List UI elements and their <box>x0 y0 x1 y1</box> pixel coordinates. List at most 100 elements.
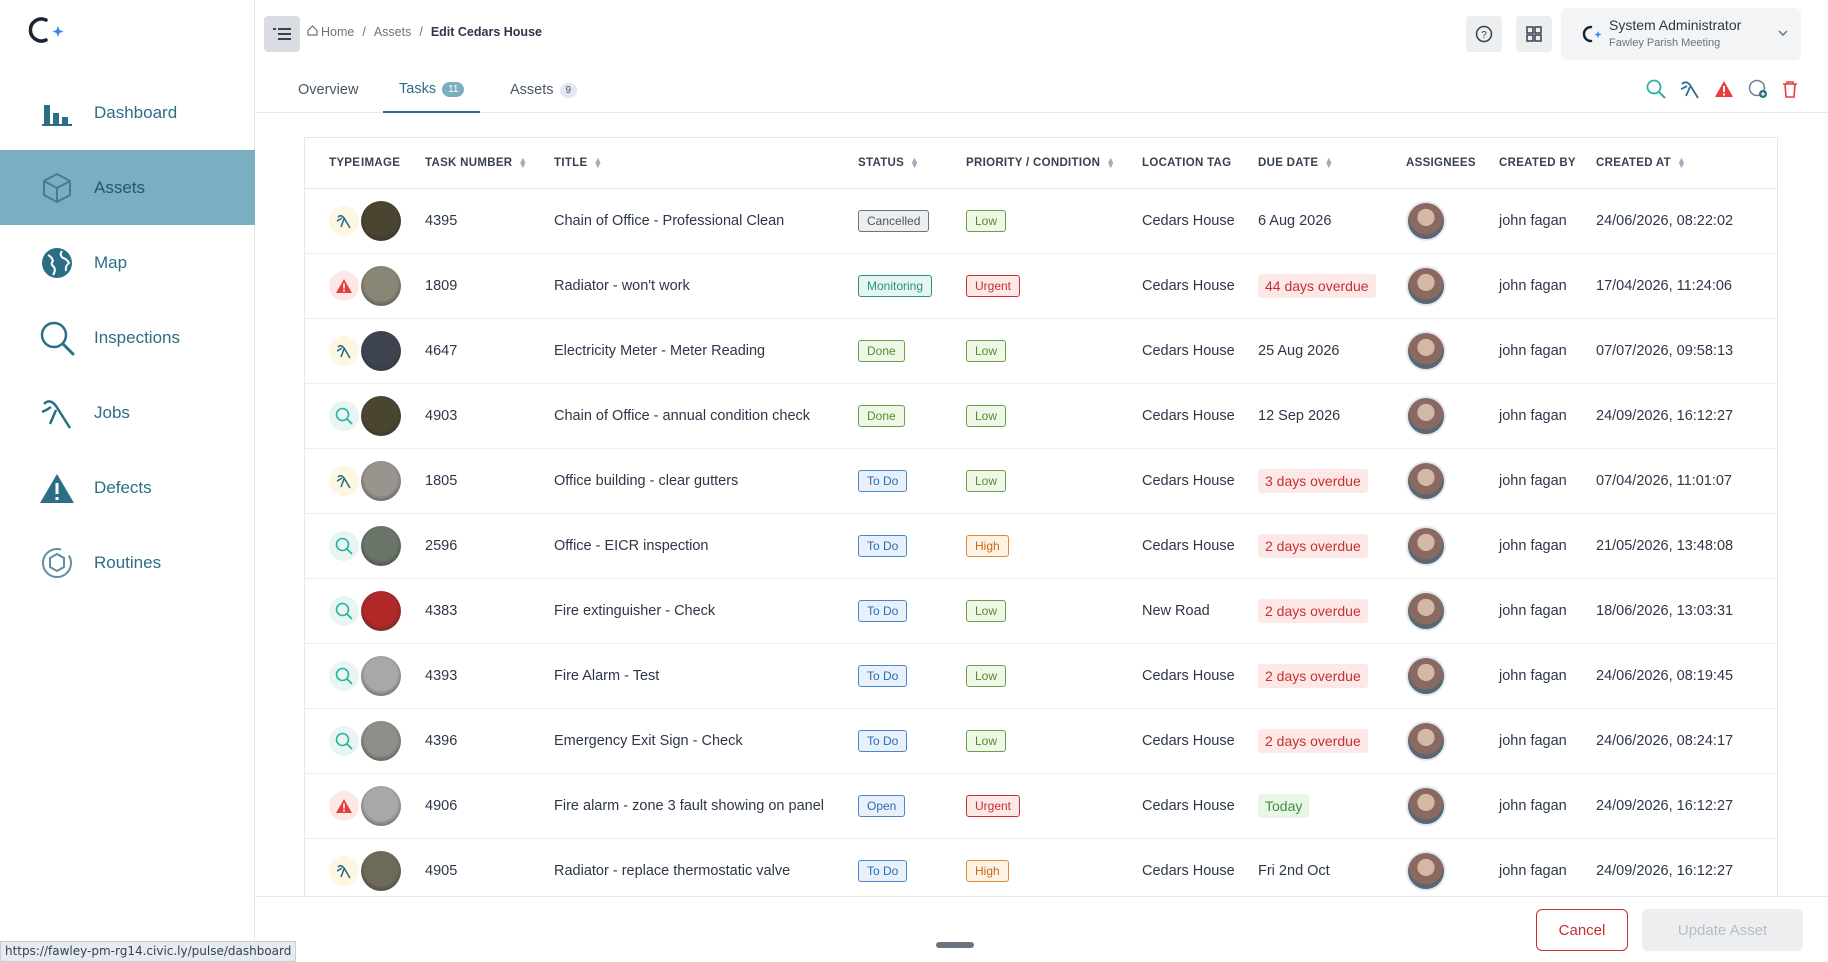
created-at: 24/06/2026, 08:24:17 <box>1596 732 1734 749</box>
task-title[interactable]: Office building - clear gutters <box>554 472 739 489</box>
sidebar-item-defects[interactable]: Defects <box>0 450 255 525</box>
cube-icon <box>38 169 76 207</box>
sidebar-item-routines[interactable]: Routines <box>0 525 255 600</box>
priority-badge: Low <box>966 404 1007 427</box>
due-date-overdue-badge: 2 days overdue <box>1258 728 1368 753</box>
delete-icon[interactable] <box>1782 80 1798 103</box>
task-thumbnail[interactable] <box>361 720 401 761</box>
column-header-status[interactable]: STATUS ▲ ▼ <box>846 138 954 189</box>
sidebar-item-inspections[interactable]: Inspections <box>0 300 255 375</box>
help-button[interactable]: ? <box>1466 16 1502 52</box>
inspection-type-icon <box>329 725 359 756</box>
column-header-image: IMAGE <box>361 138 425 189</box>
task-title[interactable]: Radiator - won't work <box>554 277 690 294</box>
add-routine-icon[interactable] <box>1748 79 1768 104</box>
apps-grid-button[interactable] <box>1516 16 1552 52</box>
column-header-created-at[interactable]: CREATED AT ▲ ▼ <box>1586 138 1777 189</box>
column-header-priority[interactable]: PRIORITY / CONDITION ▲ ▼ <box>954 138 1130 189</box>
task-thumbnail[interactable] <box>361 200 401 241</box>
created-by: john fagan <box>1499 667 1567 684</box>
column-header-location-tag: LOCATION TAG <box>1130 138 1246 189</box>
priority-badge: Low <box>966 339 1007 362</box>
task-thumbnail[interactable] <box>361 395 401 436</box>
task-title[interactable]: Chain of Office - annual condition check <box>554 407 811 424</box>
user-menu[interactable]: System Administrator Fawley Parish Meeti… <box>1561 8 1801 60</box>
sidebar-item-jobs[interactable]: Jobs <box>0 375 255 450</box>
table-row[interactable]: 1809 Radiator - won't work Monitoring Urgen… <box>305 253 1777 319</box>
breadcrumb-home[interactable]: Home <box>321 25 355 39</box>
assignee-avatar[interactable] <box>1406 655 1446 696</box>
due-date-overdue-badge: 2 days overdue <box>1258 533 1368 558</box>
assignee-avatar[interactable] <box>1406 850 1446 891</box>
assignee-avatar[interactable] <box>1406 590 1446 631</box>
task-title[interactable]: Electricity Meter - Meter Reading <box>554 342 766 359</box>
inspection-type-icon <box>329 595 359 626</box>
add-job-icon[interactable] <box>1680 79 1700 104</box>
task-title[interactable]: Emergency Exit Sign - Check <box>554 732 743 749</box>
cancel-button[interactable]: Cancel <box>1536 909 1628 951</box>
task-thumbnail[interactable] <box>361 850 401 891</box>
task-title[interactable]: Fire alarm - zone 3 fault showing on pan… <box>554 797 825 814</box>
table-row[interactable]: 4393 Fire Alarm - Test To Do Low Cedars Hous… <box>305 643 1777 709</box>
tabs-bar: Overview Tasks 11 Assets 9 <box>255 67 1828 113</box>
column-header-due-date[interactable]: DUE DATE ▲ ▼ <box>1246 138 1394 189</box>
task-thumbnail[interactable] <box>361 265 401 306</box>
add-defect-icon[interactable] <box>1714 80 1734 103</box>
task-title[interactable]: Radiator - replace thermostatic valve <box>554 862 791 879</box>
task-thumbnail[interactable] <box>361 330 401 371</box>
table-row[interactable]: 2596 Office - EICR inspection To Do High Ced… <box>305 513 1777 579</box>
due-date: 12 Sep 2026 <box>1258 407 1341 424</box>
sort-icon: ▲ ▼ <box>518 154 528 170</box>
task-title[interactable]: Chain of Office - Professional Clean <box>554 212 785 229</box>
breadcrumb-assets[interactable]: Assets <box>373 25 412 39</box>
sidebar-item-assets[interactable]: Assets <box>0 150 255 225</box>
assignee-avatar[interactable] <box>1406 200 1446 241</box>
task-thumbnail[interactable] <box>361 785 401 826</box>
task-thumbnail[interactable] <box>361 460 401 501</box>
add-inspection-icon[interactable] <box>1646 79 1666 104</box>
toggle-sidebar-button[interactable] <box>264 16 300 52</box>
column-header-title[interactable]: TITLE ▲ ▼ <box>554 138 846 189</box>
task-thumbnail[interactable] <box>361 525 401 566</box>
created-at: 21/05/2026, 13:48:08 <box>1596 537 1734 554</box>
assignee-avatar[interactable] <box>1406 395 1446 436</box>
table-row[interactable]: 4906 Fire alarm - zone 3 fault showing on… <box>305 773 1777 839</box>
location-tag: Cedars House <box>1142 407 1235 424</box>
sidebar-item-dashboard[interactable]: Dashboard <box>0 75 255 150</box>
table-row[interactable]: 1805 Office building - clear gutters To Do… <box>305 448 1777 514</box>
task-number: 4647 <box>425 342 458 359</box>
assignee-avatar[interactable] <box>1406 460 1446 501</box>
task-title[interactable]: Fire extinguisher - Check <box>554 602 716 619</box>
tab-assets[interactable]: Assets 9 <box>510 67 578 113</box>
sidebar-item-map[interactable]: Map <box>0 225 255 300</box>
svg-text:?: ? <box>1481 30 1487 41</box>
task-title[interactable]: Office - EICR inspection <box>554 537 709 554</box>
task-title[interactable]: Fire Alarm - Test <box>554 667 660 684</box>
sidebar-item-label: Routines <box>94 552 162 572</box>
table-row[interactable]: 4647 Electricity Meter - Meter Reading Don… <box>305 318 1777 384</box>
table-row[interactable]: 4903 Chain of Office - annual condition c… <box>305 383 1777 449</box>
created-at: 24/06/2026, 08:22:02 <box>1596 212 1734 229</box>
task-number: 1805 <box>425 472 458 489</box>
table-row[interactable]: 4383 Fire extinguisher - Check To Do Low New… <box>305 578 1777 644</box>
location-tag: Cedars House <box>1142 537 1235 554</box>
tab-tasks[interactable]: Tasks 11 <box>383 67 481 113</box>
table-row[interactable]: 4905 Radiator - replace thermostatic valv… <box>305 838 1777 897</box>
column-header-task-number[interactable]: TASK NUMBER ▲ ▼ <box>425 138 554 189</box>
assignee-avatar[interactable] <box>1406 525 1446 566</box>
app-logo[interactable] <box>20 14 68 46</box>
table-row[interactable]: 4396 Emergency Exit Sign - Check To Do Low C… <box>305 708 1777 774</box>
drag-handle[interactable] <box>936 942 974 948</box>
priority-badge: Low <box>966 664 1007 687</box>
table-row[interactable]: 4395 Chain of Office - Professional Clean… <box>305 188 1777 254</box>
assignee-avatar[interactable] <box>1406 330 1446 371</box>
task-thumbnail[interactable] <box>361 590 401 631</box>
location-tag: Cedars House <box>1142 277 1235 294</box>
assignee-avatar[interactable] <box>1406 265 1446 306</box>
update-asset-button[interactable]: Update Asset <box>1642 909 1803 951</box>
tab-overview[interactable]: Overview <box>298 67 358 113</box>
task-thumbnail[interactable] <box>361 655 401 696</box>
status-badge: To Do <box>858 729 908 752</box>
assignee-avatar[interactable] <box>1406 785 1446 826</box>
assignee-avatar[interactable] <box>1406 720 1446 761</box>
